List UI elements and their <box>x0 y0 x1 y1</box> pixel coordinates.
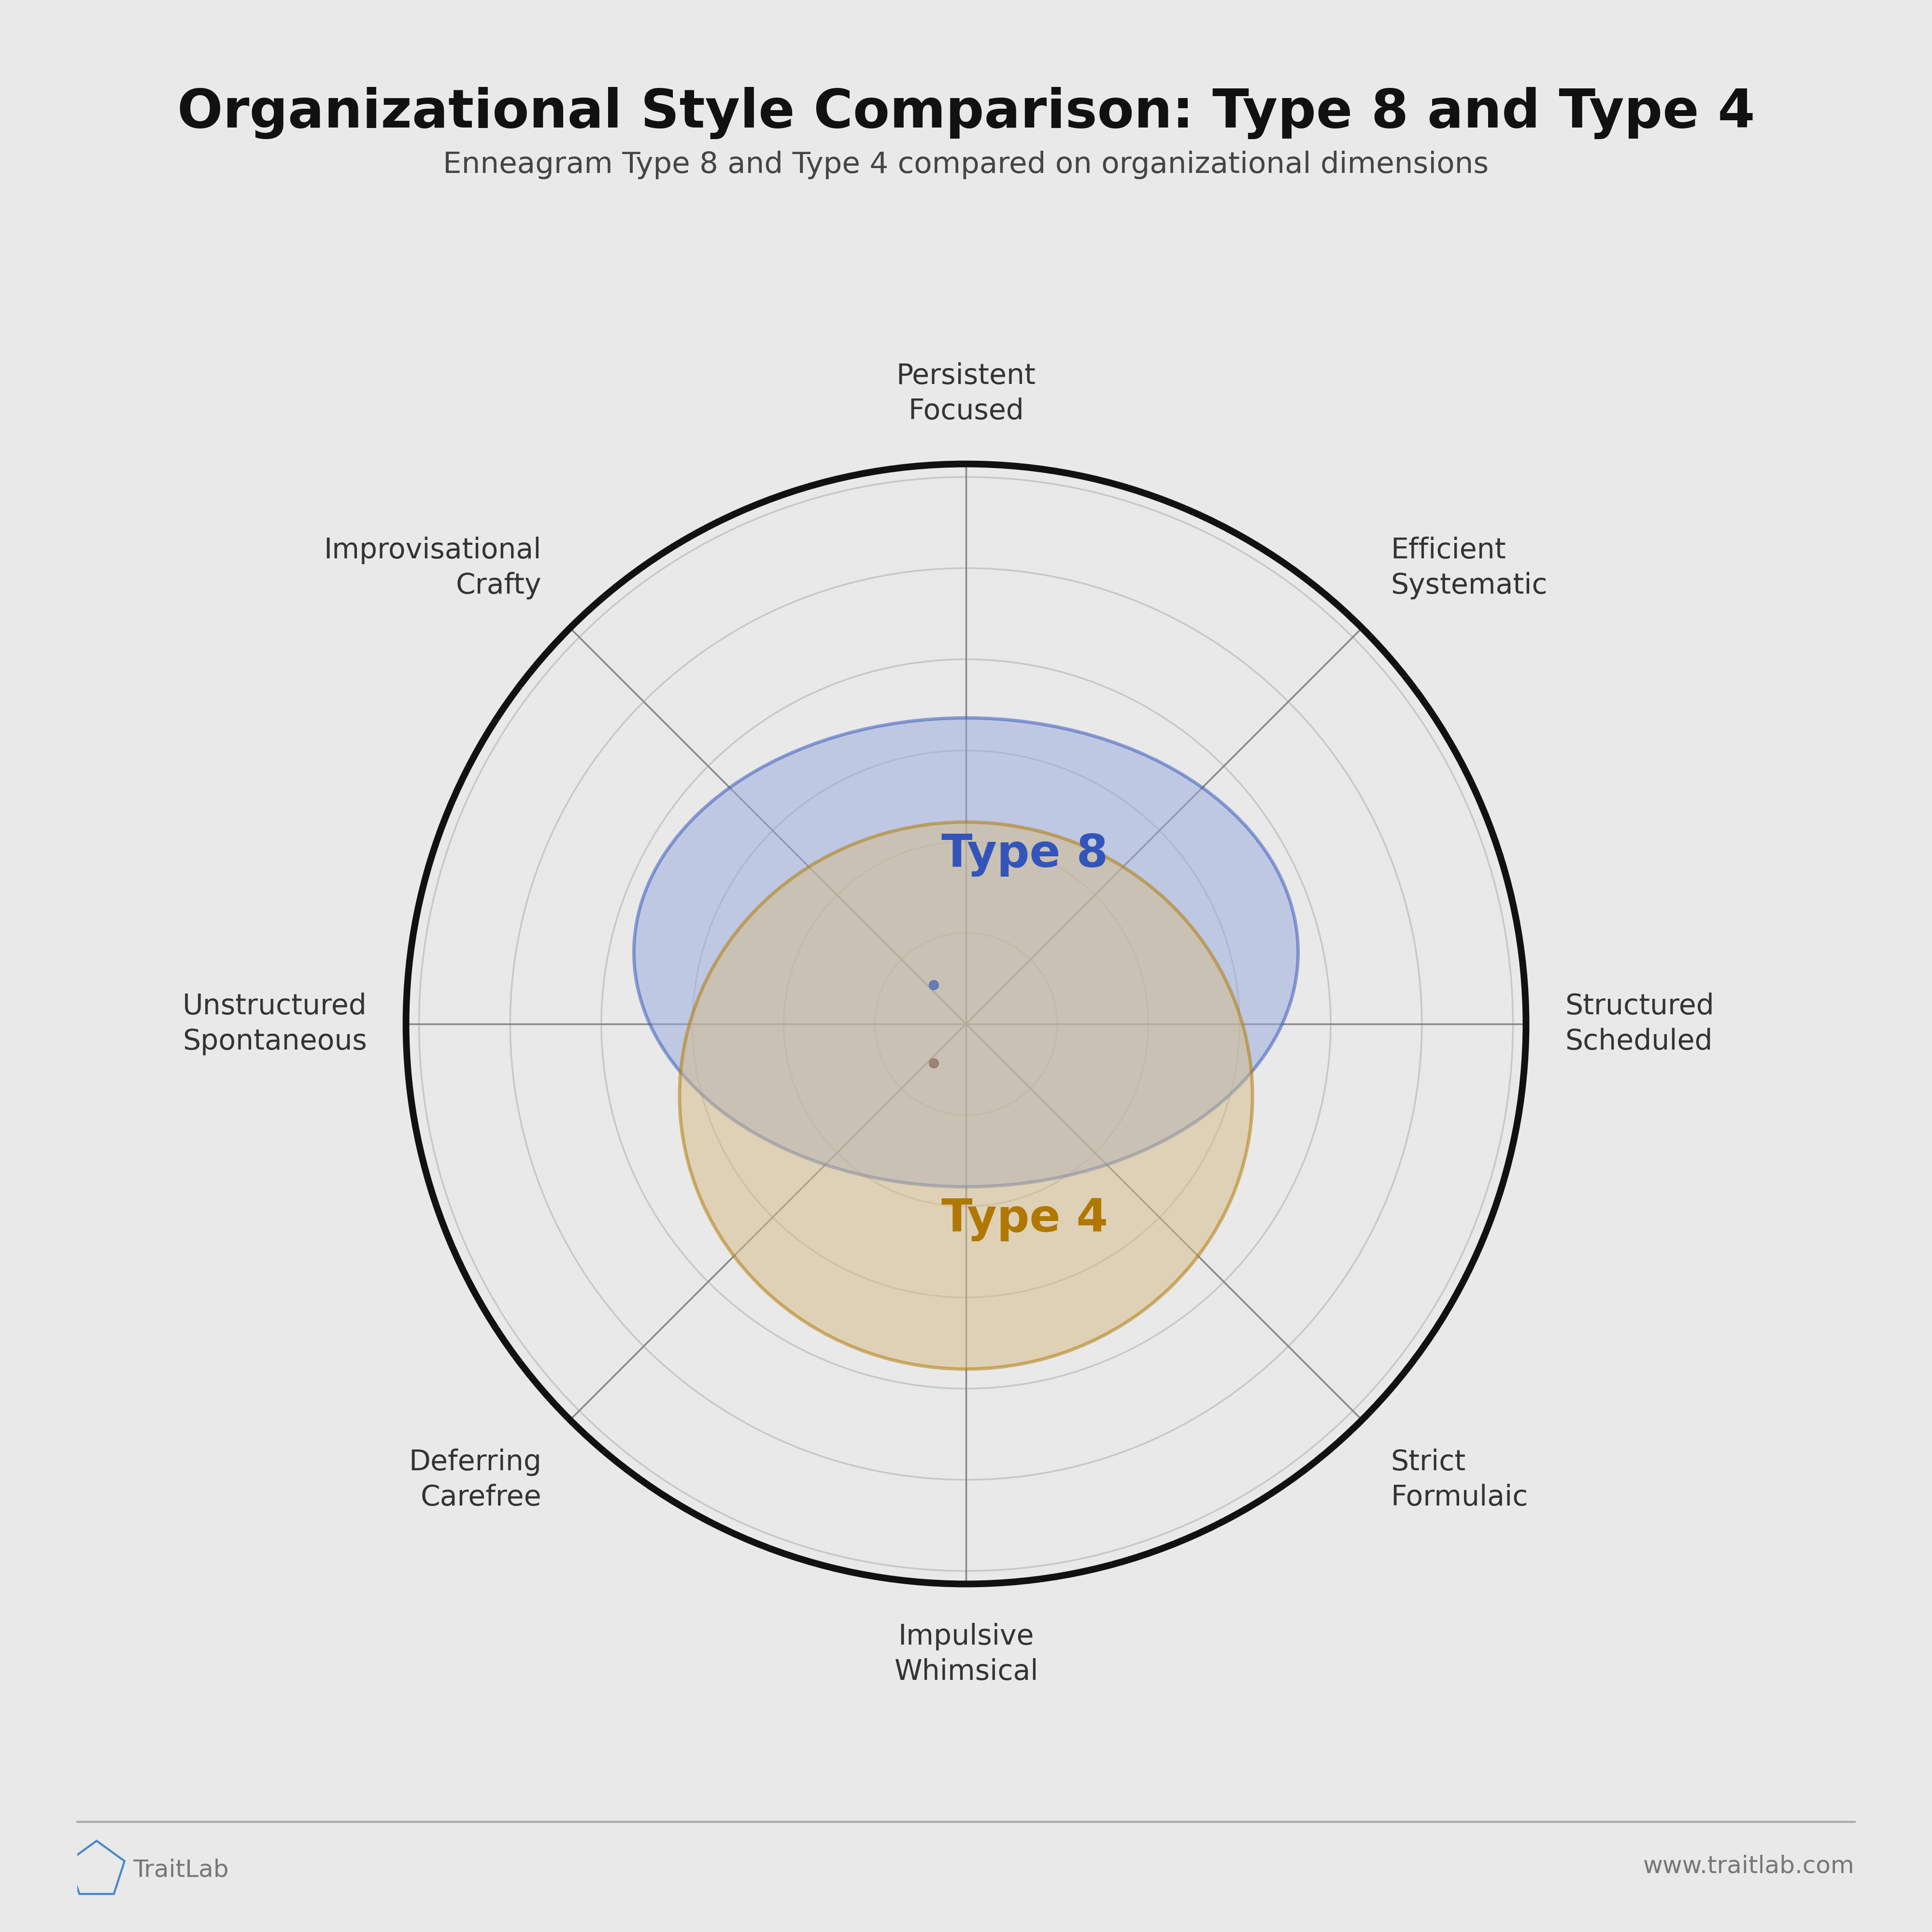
Text: www.traitlab.com: www.traitlab.com <box>1644 1855 1855 1878</box>
Ellipse shape <box>680 823 1252 1370</box>
Text: Improvisational
Crafty: Improvisational Crafty <box>325 537 541 599</box>
Text: Type 4: Type 4 <box>941 1198 1107 1242</box>
Text: Impulsive
Whimsical: Impulsive Whimsical <box>895 1623 1037 1687</box>
Text: Unstructured
Spontaneous: Unstructured Spontaneous <box>182 993 367 1055</box>
Text: Organizational Style Comparison: Type 8 and Type 4: Organizational Style Comparison: Type 8 … <box>178 87 1754 139</box>
Ellipse shape <box>634 719 1298 1186</box>
Text: Persistent
Focused: Persistent Focused <box>896 361 1036 425</box>
Text: Deferring
Carefree: Deferring Carefree <box>410 1449 541 1511</box>
Point <box>918 1047 949 1078</box>
Text: Type 8: Type 8 <box>941 833 1107 877</box>
Text: Enneagram Type 8 and Type 4 compared on organizational dimensions: Enneagram Type 8 and Type 4 compared on … <box>442 151 1490 180</box>
Point <box>918 970 949 1001</box>
Text: Efficient
Systematic: Efficient Systematic <box>1391 537 1548 599</box>
Text: TraitLab: TraitLab <box>133 1859 228 1882</box>
Text: Strict
Formulaic: Strict Formulaic <box>1391 1449 1528 1511</box>
Text: Structured
Scheduled: Structured Scheduled <box>1565 993 1714 1055</box>
